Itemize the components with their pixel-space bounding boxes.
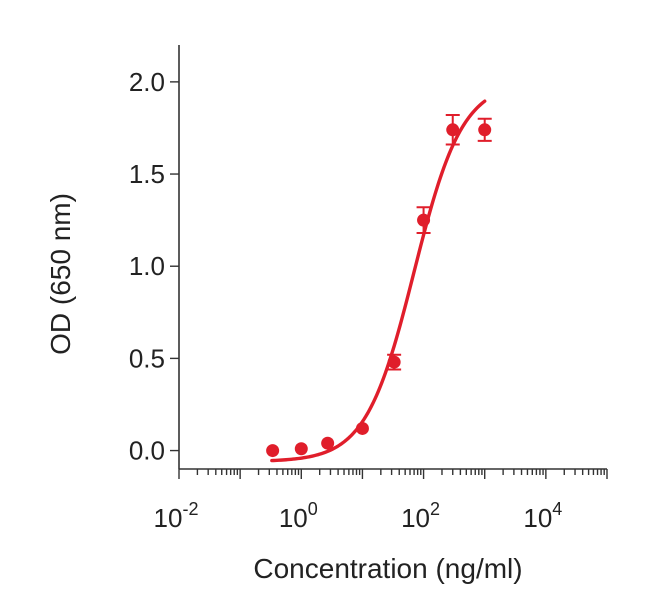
x-tick-label: 10-2 [154, 499, 199, 533]
axes [178, 45, 607, 470]
x-tick-label: 102 [401, 499, 440, 533]
fit-curve [270, 99, 487, 463]
x-ticks: 10-2 100 102 104 [154, 469, 608, 533]
x-tick-label: 100 [279, 499, 318, 533]
x-tick-label: 104 [523, 499, 562, 533]
data-point [478, 123, 492, 137]
data-point [355, 421, 369, 435]
y-tick-label: 0.5 [129, 343, 165, 373]
y-tick-label: 1.5 [129, 159, 165, 189]
y-ticks: 0.0 0.5 1.0 1.5 2.0 [129, 67, 179, 466]
y-axis-title: OD (650 nm) [45, 193, 76, 355]
data-points [266, 114, 492, 458]
data-point [387, 355, 401, 369]
data-point [417, 213, 431, 227]
y-tick-label: 0.0 [129, 436, 165, 466]
data-point [266, 444, 280, 458]
data-point [446, 123, 460, 137]
y-tick-label: 2.0 [129, 67, 165, 97]
x-axis-title: Concentration (ng/ml) [253, 553, 522, 584]
y-tick-label: 1.0 [129, 251, 165, 281]
data-point [294, 442, 308, 456]
data-point [321, 436, 335, 450]
